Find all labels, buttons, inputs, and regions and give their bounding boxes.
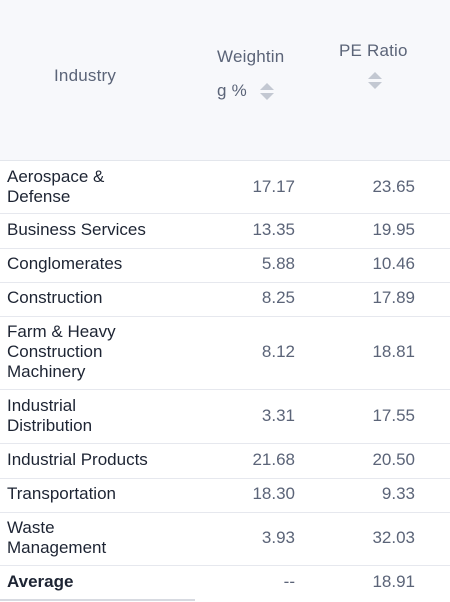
row-weighting: 3.31 xyxy=(261,406,295,425)
average-label: Average xyxy=(7,572,74,591)
table-row: Waste Management 3.93 32.03 xyxy=(0,512,450,566)
row-weighting: 8.12 xyxy=(261,342,295,361)
row-pe: 32.03 xyxy=(372,528,415,547)
scroll-indicator xyxy=(0,599,195,601)
header-weighting-label-2: g % xyxy=(217,81,247,100)
row-pe: 18.81 xyxy=(372,342,415,361)
row-pe: 9.33 xyxy=(381,484,415,503)
table-row: Aerospace & Defense 17.17 23.65 xyxy=(0,161,450,214)
row-industry: Construction xyxy=(7,288,103,307)
row-weighting: 13.35 xyxy=(252,220,295,239)
row-industry: Waste Management xyxy=(7,518,107,557)
row-weighting: 17.17 xyxy=(252,177,295,196)
table-row: Transportation 18.30 9.33 xyxy=(0,478,450,513)
table-row: Industrial Products 21.68 20.50 xyxy=(0,444,450,479)
row-industry: Transportation xyxy=(7,484,116,503)
row-weighting: 5.88 xyxy=(261,254,295,273)
row-industry: Industrial Products xyxy=(7,450,148,469)
row-pe: 23.65 xyxy=(372,177,415,196)
row-pe: 19.95 xyxy=(372,220,415,239)
row-weighting: 8.25 xyxy=(261,288,295,307)
row-industry: Farm & Heavy Construction Machinery xyxy=(7,322,116,381)
row-pe: 10.46 xyxy=(372,254,415,273)
header-weighting-label-1: Weightin xyxy=(217,47,285,66)
table-row: Business Services 13.35 19.95 xyxy=(0,214,450,249)
header-pe-ratio[interactable]: PE Ratio xyxy=(339,40,429,90)
header-weighting[interactable]: Weightin g % xyxy=(217,40,297,108)
sort-icon[interactable] xyxy=(259,82,274,101)
average-row: Average -- 18.91 xyxy=(0,566,450,599)
header-pe-label: PE Ratio xyxy=(339,41,408,60)
row-weighting: 18.30 xyxy=(252,484,295,503)
row-industry: Business Services xyxy=(7,220,146,239)
row-weighting: 21.68 xyxy=(252,450,295,469)
table-row: Farm & Heavy Construction Machinery 8.12… xyxy=(0,316,450,390)
row-weighting: 3.93 xyxy=(261,528,295,547)
row-pe: 17.55 xyxy=(372,406,415,425)
row-pe: 17.89 xyxy=(372,288,415,307)
row-industry: Industrial Distribution xyxy=(7,396,93,435)
row-pe: 20.50 xyxy=(372,450,415,469)
average-weighting: -- xyxy=(283,572,295,591)
table-row: Construction 8.25 17.89 xyxy=(0,282,450,317)
sort-icon[interactable] xyxy=(368,72,382,90)
table-row: Conglomerates 5.88 10.46 xyxy=(0,248,450,283)
table-header: Industry Weightin g % PE Ratio xyxy=(0,0,450,161)
average-pe: 18.91 xyxy=(372,572,415,591)
row-industry: Conglomerates xyxy=(7,254,123,273)
table-row: Industrial Distribution 3.31 17.55 xyxy=(0,390,450,444)
header-industry: Industry xyxy=(54,66,117,85)
row-industry: Aerospace & Defense xyxy=(7,167,105,206)
